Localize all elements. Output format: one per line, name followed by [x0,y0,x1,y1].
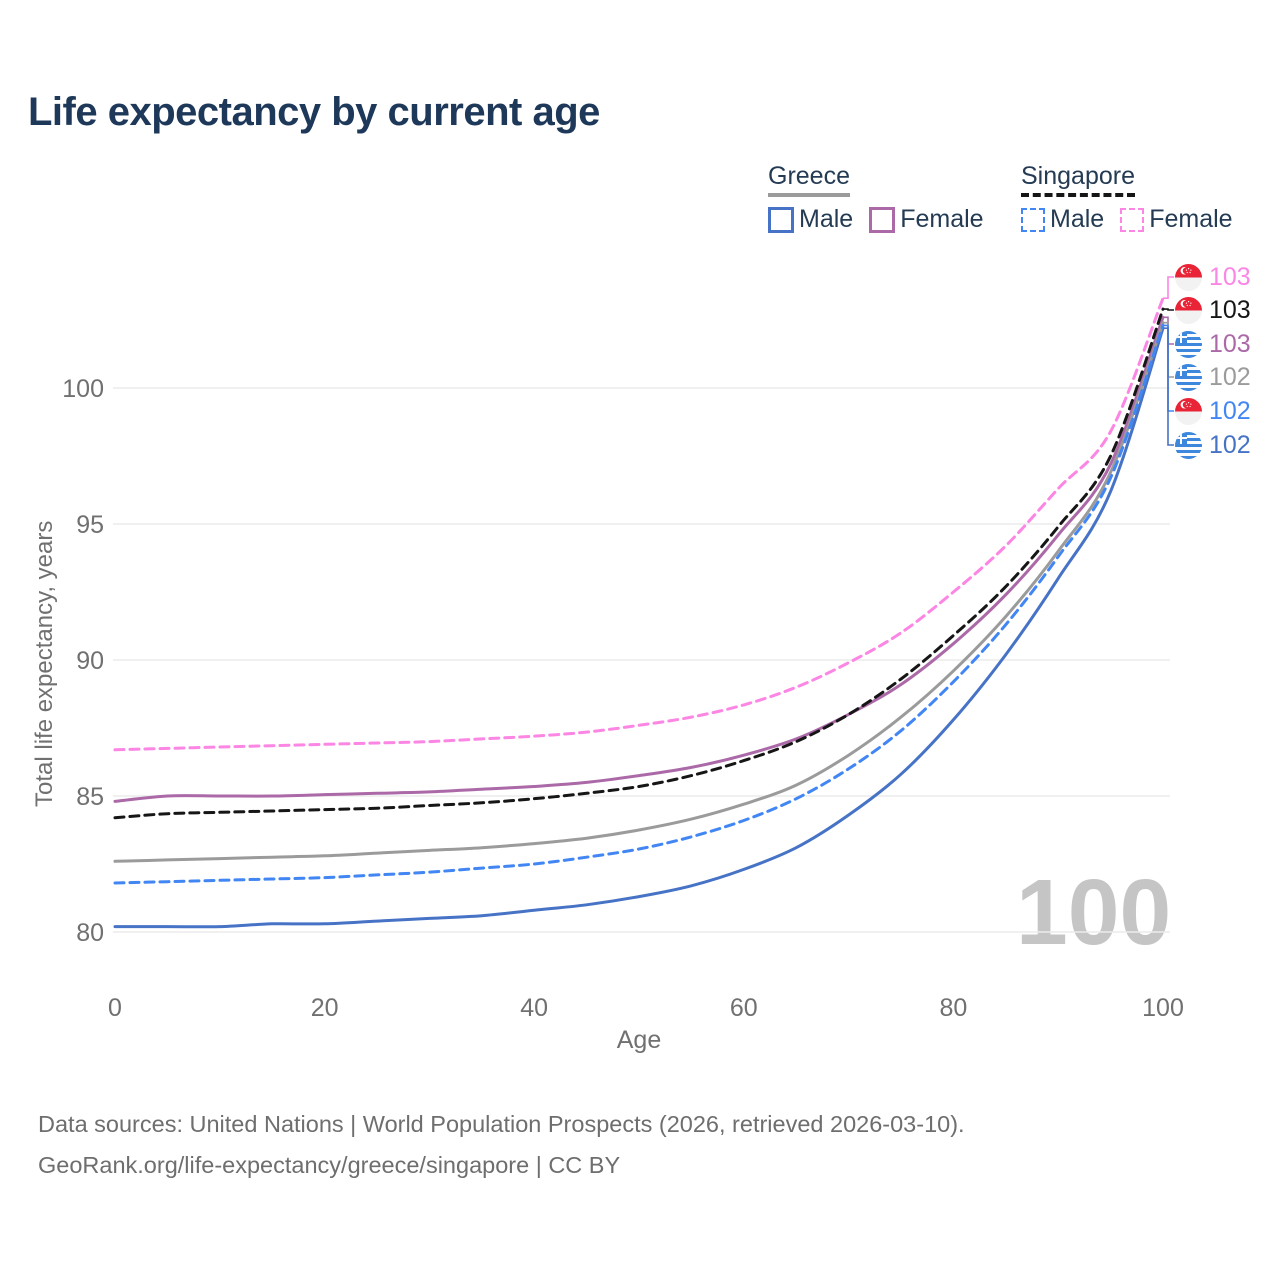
x-axis-title: Age [616,1026,662,1054]
end-value: 102 [1209,430,1251,459]
footer-data-sources: Data sources: United Nations | World Pop… [38,1111,965,1137]
singapore-line-style-swatch [1021,193,1135,197]
leader-line-singapore-female [1163,276,1174,299]
x-tick-label-80: 80 [939,994,967,1022]
legend-swatch-singapore-male [1021,207,1045,232]
singapore-flag-icon [1175,296,1202,324]
singapore-flag-icon [1175,263,1202,291]
greece-flag-icon [1175,363,1202,391]
end-label-singapore-both: 103 [1175,295,1251,324]
y-tick-label-80: 80 [76,919,104,947]
legend-label-singapore-male: Male [1050,205,1105,233]
leader-line-greece-female [1163,316,1174,345]
leader-line-greece [1163,321,1174,378]
y-axis-title: Total life expectancy, years [31,520,58,808]
end-value: 102 [1209,396,1251,425]
legend-country-singapore: Singapore [1021,162,1135,190]
age-counter-watermark: 100 [1016,860,1172,964]
x-tick-label-0: 0 [108,994,122,1022]
greece-line-style-swatch [768,193,850,197]
leader-line-greece-male [1163,327,1174,446]
end-label-greece-female: 103 [1175,329,1251,358]
series-line-singapore [113,307,1165,820]
series-line-greece-male [113,326,1165,929]
series-line-singapore-female [113,296,1165,752]
legend-swatch-singapore-female [1120,207,1145,232]
footer-attribution: GeoRank.org/life-expectancy/greece/singa… [38,1152,621,1178]
legend-label-greece-male: Male [799,205,854,233]
y-tick-label-85: 85 [76,783,104,811]
series-line-singapore-male [113,323,1165,885]
end-label-greece-male: 102 [1175,430,1251,459]
end-value: 103 [1209,262,1251,291]
y-tick-label-95: 95 [76,511,104,539]
series-line-greece [113,321,1165,863]
x-tick-label-20: 20 [311,994,339,1022]
x-tick-label-60: 60 [730,994,758,1022]
end-label-singapore-female: 103 [1175,262,1251,291]
y-tick-label-90: 90 [76,647,104,675]
end-value: 103 [1209,295,1251,324]
legend-group-greece: Greece Male Female [768,162,1000,234]
leader-line-singapore-male [1163,324,1174,412]
end-value: 102 [1209,362,1251,391]
end-label-singapore-male: 102 [1175,396,1251,425]
legend-label-greece-female: Female [900,205,984,233]
legend-country-greece: Greece [768,162,850,190]
end-value: 103 [1209,329,1251,358]
singapore-flag-icon [1175,397,1202,425]
legend-swatch-greece-male [768,206,794,233]
greece-flag-icon [1175,431,1202,459]
end-label-greece-both: 102 [1175,362,1251,391]
y-tick-label-100: 100 [62,375,104,403]
x-tick-label-100: 100 [1142,994,1184,1022]
leader-line-singapore [1163,308,1174,311]
legend-label-singapore-female: Female [1149,205,1233,233]
series-line-greece-female [113,315,1165,803]
legend-group-singapore: Singapore Male Female [1021,162,1249,234]
page-title: Life expectancy by current age [28,90,600,134]
legend-swatch-greece-female [869,206,896,233]
greece-flag-icon [1175,330,1202,358]
x-tick-label-40: 40 [520,994,548,1022]
footer: Data sources: United Nations | World Pop… [38,1104,965,1186]
